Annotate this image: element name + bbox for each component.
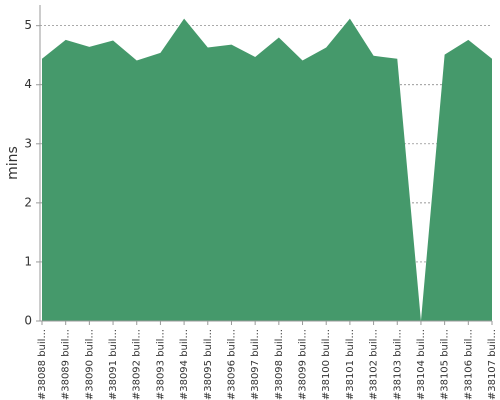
area <box>42 18 492 321</box>
x-tick-label: #38095 buil... <box>203 329 214 400</box>
y-tick-label: 0 <box>24 314 32 328</box>
x-tick-label: #38106 buil... <box>463 329 474 400</box>
x-tick-label: #38098 buil... <box>274 329 285 400</box>
x-tick-label: #38089 buil... <box>61 329 72 400</box>
x-tick-label: #38091 buil... <box>108 329 119 400</box>
x-tick-label: #38102 buil... <box>369 329 380 400</box>
x-tick-label: #38103 buil... <box>392 329 403 400</box>
x-tick-label: #38104 buil... <box>416 329 427 400</box>
x-tick-label: #38096 buil... <box>226 329 237 400</box>
x-tick-label: #38088 buil... <box>37 329 48 400</box>
x-tick-label: #38107 buil... <box>487 329 498 400</box>
x-tick-label: #38092 buil... <box>132 329 143 400</box>
x-tick-label: #38101 buil... <box>345 329 356 400</box>
y-tick-label: 5 <box>24 18 32 32</box>
y-tick-label: 2 <box>24 195 32 209</box>
y-tick-label: 3 <box>24 136 32 150</box>
y-axis-label: mins <box>5 146 21 180</box>
x-tick-label: #38100 buil... <box>321 329 332 400</box>
x-tick-label: #38097 buil... <box>250 329 261 400</box>
x-tick-label: #38094 buil... <box>179 329 190 400</box>
x-tick-label: #38090 buil... <box>84 329 95 400</box>
x-tick-label: #38093 buil... <box>155 329 166 400</box>
y-tick-label: 4 <box>24 77 32 91</box>
x-tick-label: #38099 buil... <box>298 329 309 400</box>
y-tick-label: 1 <box>24 254 32 268</box>
x-tick-label: #38105 buil... <box>440 329 451 400</box>
